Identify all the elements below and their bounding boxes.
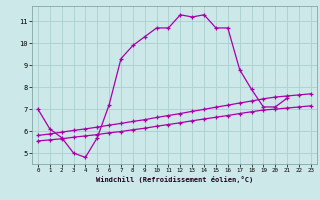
X-axis label: Windchill (Refroidissement éolien,°C): Windchill (Refroidissement éolien,°C) xyxy=(96,176,253,183)
